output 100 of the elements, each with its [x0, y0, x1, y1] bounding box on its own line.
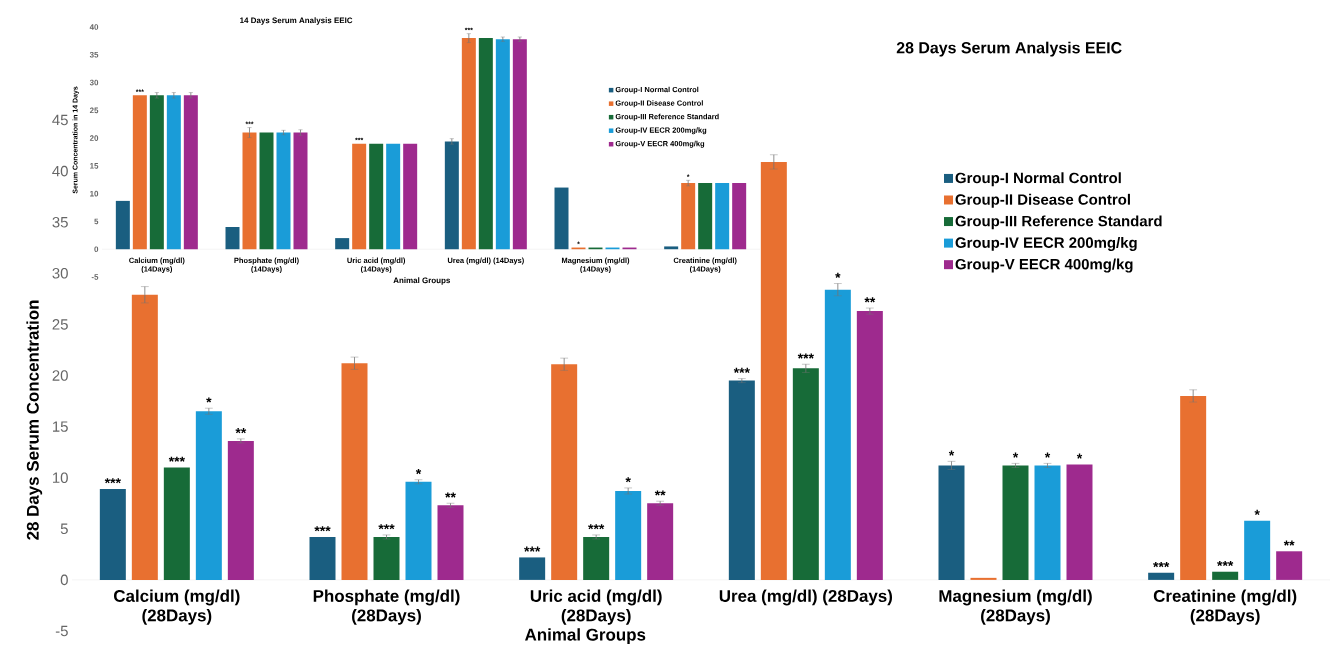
bar: [478, 38, 493, 250]
legend-label: Group-IV EECR 200mg/kg: [955, 236, 1137, 251]
bar: [495, 39, 510, 250]
bar: [1244, 520, 1271, 580]
data-label: ***: [314, 526, 331, 532]
data-label: *: [415, 468, 422, 475]
chart-title: 28 Days Serum Analysis EEIC: [896, 41, 1122, 57]
y-tick-label: 35: [52, 216, 68, 228]
bar: [386, 143, 401, 250]
bar: [698, 183, 713, 250]
legend-label: Group-II Disease Control: [955, 193, 1130, 208]
bar: [938, 465, 965, 580]
bar: [732, 183, 747, 250]
data-label: ***: [588, 524, 605, 530]
data-label: *: [1044, 452, 1051, 458]
data-label: ***: [1217, 560, 1234, 567]
y-tick-label: 40: [52, 165, 68, 177]
x-tick-label: Phosphate (mg/dl) (28Days): [313, 589, 460, 625]
bar: [259, 132, 274, 250]
bar: [242, 132, 257, 250]
y-tick-label: 45: [52, 114, 68, 126]
bar: [1180, 395, 1207, 580]
bar: [225, 227, 240, 250]
bar: [373, 536, 400, 580]
bar: [335, 238, 350, 250]
bar: [1276, 551, 1303, 580]
data-label: *: [1076, 453, 1083, 459]
bar: [437, 505, 464, 580]
y-tick-label: 10: [53, 472, 68, 483]
bar: [405, 481, 432, 580]
bar: [149, 95, 164, 250]
data-label: *: [948, 450, 955, 456]
bar: [1212, 571, 1239, 580]
x-tick-label: Uric acid (mg/dl) (28Days): [530, 589, 662, 625]
bar: [1034, 465, 1061, 580]
bar: [1066, 464, 1093, 580]
y-tick-label: 5: [60, 523, 68, 535]
data-label: **: [445, 492, 456, 498]
bar: [352, 143, 367, 250]
data-label: **: [235, 428, 247, 434]
bar: [856, 311, 883, 580]
data-label: *: [835, 272, 841, 278]
y-tick-label: -5: [55, 625, 68, 637]
bar: [970, 577, 997, 580]
y-tick-label: 15: [53, 421, 68, 432]
bar: [195, 411, 222, 580]
data-label: ***: [524, 546, 541, 552]
bar: [131, 294, 158, 580]
bar: [369, 143, 384, 250]
x-tick-label: Creatinine (mg/dl) (28Days): [1153, 589, 1297, 625]
legend-label: Group-I Normal Control: [955, 172, 1121, 187]
x-tick-label: Magnesium (mg/dl) (28Days): [939, 589, 1092, 625]
bar: [115, 200, 130, 250]
bar: [309, 536, 336, 580]
y-tick-label: 30: [52, 268, 68, 279]
bar: [99, 488, 126, 580]
y-axis-title: 28 Days Serum Concentration: [26, 300, 43, 540]
y-tick-label: 0: [60, 574, 68, 586]
data-label: **: [654, 490, 666, 496]
data-label: ***: [104, 478, 121, 484]
data-label: *: [206, 397, 212, 403]
bar: [1002, 465, 1029, 580]
bar: [615, 490, 642, 580]
y-tick-label: 25: [52, 319, 68, 330]
bar: [551, 364, 578, 580]
x-tick-label: Calcium (mg/dl) (28Days): [114, 589, 240, 625]
legend-label: Group-V EECR 400mg/kg: [955, 258, 1133, 273]
bar: [681, 183, 696, 250]
bar: [583, 536, 610, 580]
data-label: *: [1012, 452, 1019, 458]
bar: [293, 132, 308, 250]
bar: [276, 132, 291, 250]
bar: [166, 95, 181, 250]
bar: [824, 289, 851, 580]
data-label: *: [625, 477, 631, 483]
data-label: *: [1254, 509, 1260, 516]
data-label: ***: [733, 367, 750, 373]
bar: [792, 368, 819, 580]
x-tick-label: Urea (mg/dl) (28Days): [719, 589, 893, 606]
bar: [132, 95, 147, 250]
bar: [554, 187, 569, 250]
bar: [403, 143, 418, 250]
bar: [715, 183, 730, 250]
data-label: **: [1283, 540, 1295, 546]
bar: [163, 467, 190, 580]
data-label: ***: [1153, 561, 1170, 568]
bar: [664, 246, 679, 250]
bar: [728, 380, 755, 580]
data-label: ***: [168, 456, 185, 462]
x-axis-title: Animal Groups: [524, 628, 646, 644]
bar: [444, 141, 459, 250]
bar: [183, 95, 198, 250]
bar: [341, 363, 368, 580]
bar: [519, 557, 546, 580]
data-label: ***: [378, 524, 395, 530]
legend-label: Group-III Reference Standard: [955, 215, 1162, 230]
bar: [227, 440, 254, 580]
y-tick-label: 20: [52, 370, 68, 381]
bar: [1148, 572, 1175, 580]
data-label: ***: [797, 353, 814, 359]
